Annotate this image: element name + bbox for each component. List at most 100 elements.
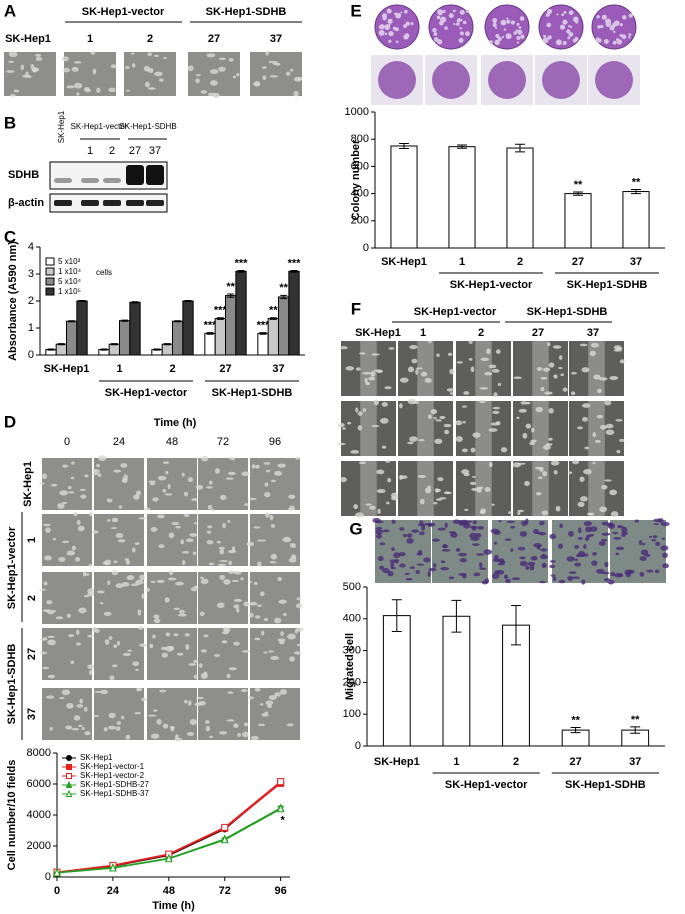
micrograph <box>91 626 148 681</box>
cell-shape <box>601 484 608 490</box>
y-tick-label: 600 <box>351 160 369 172</box>
cell-shape <box>109 675 115 681</box>
cell-shape <box>227 691 234 695</box>
significance-label: *** <box>235 257 249 269</box>
cell-shape <box>295 603 303 609</box>
cell-shape <box>416 563 425 566</box>
cell-shape <box>570 371 578 375</box>
cell-shape <box>362 371 371 375</box>
cell-shape <box>579 476 585 482</box>
cell-shape <box>430 408 438 415</box>
cell-shape <box>205 720 210 724</box>
micrograph <box>398 398 453 456</box>
blot-band <box>146 165 164 185</box>
significance-label: * <box>281 815 286 827</box>
cell-shape <box>164 493 173 496</box>
micrograph <box>549 520 611 585</box>
cell-shape <box>231 457 236 461</box>
cell-shape <box>449 392 454 395</box>
cell-shape <box>59 490 69 496</box>
cell-shape <box>241 471 250 477</box>
legend-label: 1 x10⁵ <box>58 287 81 296</box>
colony-dot <box>506 17 509 20</box>
cell-shape <box>55 616 64 620</box>
cell-shape <box>435 419 442 422</box>
panel-letter: A <box>4 1 16 20</box>
lane-number: 2 <box>109 145 115 157</box>
cell-shape <box>358 461 367 465</box>
cell-shape <box>488 461 493 468</box>
colony-dot <box>388 30 394 37</box>
y-tick-label: 2 <box>28 295 34 307</box>
error-bar <box>631 189 641 195</box>
cell-shape <box>402 533 408 538</box>
y-axis-label: Colony number <box>350 139 362 220</box>
colony-dot <box>628 36 631 39</box>
cell-shape <box>237 733 242 737</box>
cell-shape <box>387 570 394 577</box>
cell-shape <box>419 520 424 526</box>
cell-shape <box>497 562 505 566</box>
cell-shape <box>242 731 249 738</box>
cell-shape <box>58 557 66 562</box>
x-tick-label: 2 <box>513 756 519 768</box>
y-tick-label: 1 <box>28 322 34 334</box>
cell-shape <box>84 731 91 736</box>
blot-band <box>126 200 144 206</box>
micrograph <box>337 399 396 456</box>
cell-shape <box>604 399 612 406</box>
cell-shape <box>180 539 185 545</box>
cell-shape <box>132 547 136 553</box>
colony-dot <box>405 21 410 26</box>
micrograph <box>590 4 638 50</box>
cell-shape <box>210 80 218 86</box>
colony-dot <box>438 10 443 16</box>
cell-shape <box>493 554 499 560</box>
cell-shape <box>193 659 199 664</box>
column-label: 1 <box>87 33 93 45</box>
cell-shape <box>79 698 84 704</box>
cell-shape <box>209 735 214 739</box>
colony-dot <box>515 29 518 32</box>
cell-shape <box>443 423 452 428</box>
colony-dot <box>600 24 604 29</box>
row-group-label: SK-Hep1 <box>22 461 34 507</box>
cell-shape <box>368 376 376 381</box>
cell-shape <box>76 519 81 525</box>
cell-shape <box>248 612 254 618</box>
cell-shape <box>195 696 204 700</box>
cell-shape <box>579 343 588 347</box>
micrograph <box>339 341 396 396</box>
cell-shape <box>179 609 185 614</box>
cell-shape <box>254 637 261 641</box>
y-tick-label: 0 <box>45 871 51 883</box>
bar <box>448 146 476 249</box>
cell-shape <box>540 554 549 560</box>
lane-label: SK-Hep1 <box>57 110 66 143</box>
cell-shape <box>185 538 194 543</box>
cell-shape <box>404 572 410 576</box>
colony-dot <box>616 39 623 45</box>
point <box>276 804 285 813</box>
blot-label: β-actin <box>8 197 44 209</box>
cell-shape <box>417 474 426 478</box>
legend-marker <box>65 789 73 797</box>
cell-shape <box>175 581 184 586</box>
cell-shape <box>45 527 51 533</box>
micrograph <box>247 687 300 741</box>
colony-dot <box>378 29 385 36</box>
cell-shape <box>372 517 381 523</box>
cell-shape <box>458 572 467 576</box>
significance-label: ** <box>631 714 640 726</box>
cell-shape <box>240 689 248 693</box>
cell-shape <box>108 635 113 640</box>
colony-dot <box>517 29 523 35</box>
y-axis-label: Cell number/10 fields <box>6 760 18 871</box>
cell-shape <box>13 89 20 93</box>
colony-dot <box>436 15 441 20</box>
cell-shape <box>463 472 470 477</box>
cell-shape <box>550 574 556 577</box>
cell-shape <box>169 569 174 576</box>
cell-shape <box>205 725 211 732</box>
cell-shape <box>576 553 582 558</box>
